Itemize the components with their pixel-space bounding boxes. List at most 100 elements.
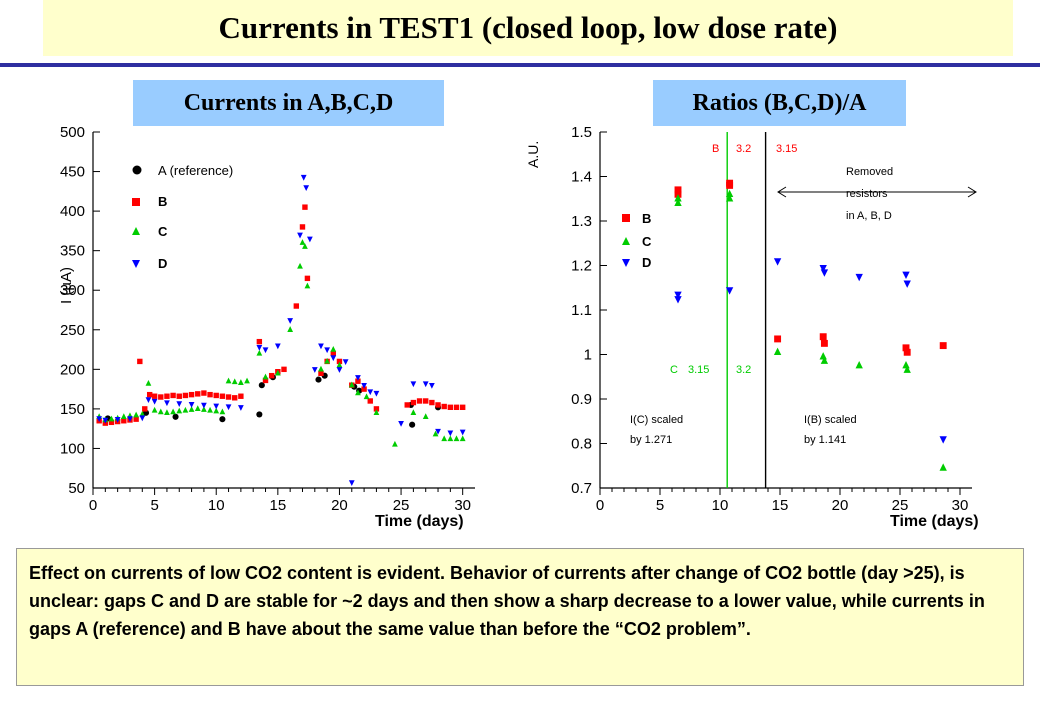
right-point-d [819,264,827,273]
left-point-d [300,174,307,181]
removed-arrow [777,186,977,198]
left-point-d [297,232,303,239]
left-point-a [219,416,226,423]
left-point-b [361,386,367,392]
left-point-c [304,282,311,289]
r-legend-d-marker [622,259,630,267]
left-xtick-label: 10 [208,497,225,514]
left-point-b [182,392,189,399]
legend-c-marker [132,227,140,235]
left-point-c [422,413,429,419]
description-box: Effect on currents of low CO2 content is… [16,548,1024,686]
left-point-c [219,408,226,415]
right-point-b [902,344,910,352]
left-point-c [262,373,269,380]
anno-ib-1: I(B) scaled [804,414,857,426]
right-xtick-label: 20 [832,497,849,514]
right-point-c [939,463,947,471]
right-point-c [819,352,827,360]
title-banner: Currents in TEST1 (closed loop, low dose… [43,0,1013,56]
anno-c-val2: 3.2 [736,364,751,376]
right-point-d [674,291,682,300]
right-ytick-label: 1.1 [571,302,592,319]
right-x-label: Time (days) [890,513,979,530]
left-ytick-label: 500 [60,124,85,141]
legend-b-text: B [158,194,167,209]
left-xtick-label: 20 [331,497,348,514]
left-point-d [410,381,417,388]
anno-b-val2: 3.15 [776,143,797,155]
left-point-b [441,403,447,410]
left-points [96,174,466,487]
right-ytick-label: 1.5 [571,124,592,141]
left-point-c [392,440,398,447]
left-point-c [274,369,281,376]
left-legend: A (reference) B C D [132,163,233,271]
left-point-b [336,358,343,365]
anno-c-label: C [670,364,678,376]
left-point-d [145,397,152,403]
left-xtick-label: 15 [269,497,286,514]
left-point-d [435,428,441,435]
left-point-b [262,377,269,384]
left-point-c [432,430,439,437]
right-point-c [674,194,682,202]
left-point-d [348,480,355,487]
legend-c-text: C [158,224,168,239]
left-point-b [330,350,336,357]
right-annotations: B 3.2 3.15 C 3.15 3.2 Removed resistors … [630,143,977,446]
right-point-d [902,271,910,279]
r-legend-c-marker [622,237,630,245]
right-xtick-label: 0 [596,497,604,514]
left-point-b [213,392,219,399]
left-point-c [244,377,250,384]
left-point-b [318,370,324,376]
left-point-b [410,399,417,406]
right-point-c [903,365,911,373]
right-point-d [939,436,947,444]
left-point-b [404,402,410,408]
right-point-d [855,273,863,282]
left-point-c [176,407,183,414]
left-point-c [297,262,303,269]
right-point-b [819,333,827,341]
left-point-d [102,417,109,424]
left-ytick-label: 200 [60,361,85,378]
left-point-c [355,389,361,396]
right-ytick-label: 1 [584,347,592,364]
left-point-b [108,419,115,426]
right-ytick-label: 1.3 [571,213,592,230]
left-point-b [219,393,226,399]
left-point-d [213,403,220,410]
left-point-d [164,400,170,407]
right-ytick-label: 0.9 [571,391,592,408]
left-point-d [201,402,207,409]
left-point-c [164,409,170,416]
left-point-d [306,236,313,243]
right-point-b [903,348,911,356]
right-xtick-label: 10 [712,497,729,514]
left-point-b [435,402,441,408]
left-point-b [232,395,238,401]
left-point-d [428,382,435,389]
left-point-c [157,408,164,415]
right-point-c [674,198,682,206]
left-point-b [293,303,300,309]
currents-chart: 0 5 10 15 20 25 30 50 100 150 200 250 300 350 400 450 50… [58,124,475,530]
right-subtitle-box: Ratios (B,C,D)/A [653,80,906,126]
right-point-d [674,296,682,304]
left-point-d [311,367,318,373]
left-point-c [441,435,448,442]
left-point-c [213,407,220,414]
left-xtick-label: 0 [89,497,97,514]
right-point-c [855,361,863,369]
left-point-c [318,365,324,372]
left-point-d [342,359,349,366]
anno-ib-2: by 1.141 [804,434,846,446]
left-point-c [120,413,127,419]
left-ytick-label: 50 [68,480,85,497]
left-point-d [96,416,103,422]
left-subtitle: Currents in A,B,C,D [183,89,394,116]
left-point-b [416,398,423,404]
left-point-d [336,367,343,373]
